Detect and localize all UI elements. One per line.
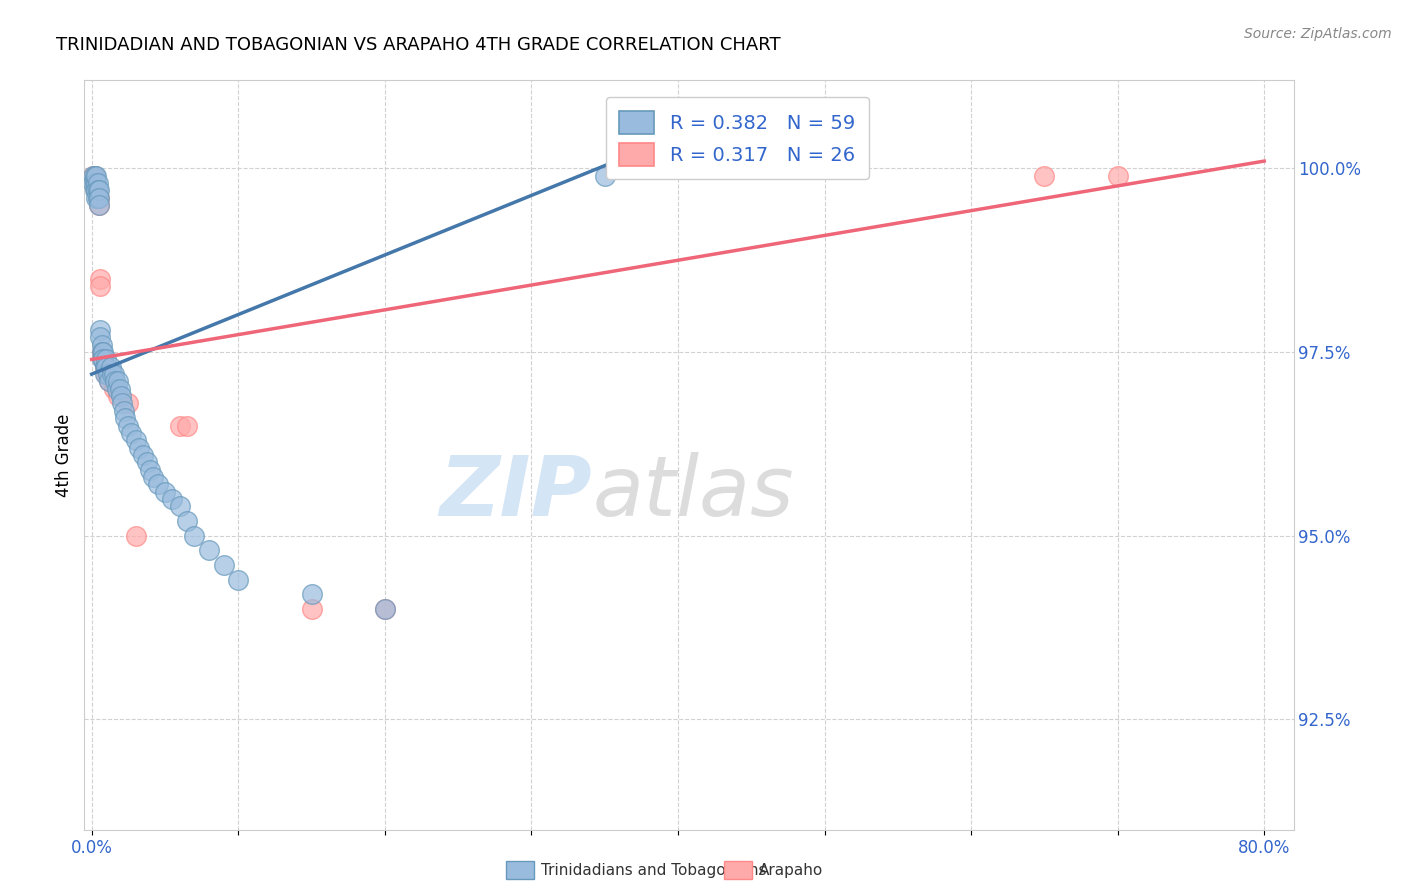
Point xyxy=(128,441,150,455)
Point xyxy=(198,543,221,558)
Text: Source: ZipAtlas.com: Source: ZipAtlas.com xyxy=(1244,27,1392,41)
Point xyxy=(94,367,117,381)
Text: ZIP: ZIP xyxy=(440,452,592,533)
Point xyxy=(82,169,104,183)
Point xyxy=(84,184,107,198)
Point xyxy=(112,404,135,418)
Point xyxy=(84,191,107,205)
Point xyxy=(176,514,198,528)
Point xyxy=(82,176,104,190)
Point xyxy=(93,345,115,359)
Point xyxy=(82,169,104,183)
Point xyxy=(136,455,159,469)
Point xyxy=(91,337,114,351)
Point xyxy=(226,573,249,587)
Point xyxy=(84,184,107,198)
Point xyxy=(96,367,118,381)
Point xyxy=(169,500,191,514)
Point xyxy=(108,382,131,396)
Point xyxy=(107,375,129,389)
Point xyxy=(146,477,169,491)
Point xyxy=(374,602,396,616)
Point xyxy=(153,484,176,499)
Point xyxy=(374,602,396,616)
Y-axis label: 4th Grade: 4th Grade xyxy=(55,413,73,497)
Point xyxy=(83,184,105,198)
Point xyxy=(139,462,162,476)
Point xyxy=(86,176,108,190)
Point xyxy=(86,184,108,198)
Point xyxy=(111,396,134,410)
Point xyxy=(100,359,122,374)
Point xyxy=(120,425,142,440)
Point xyxy=(98,375,121,389)
Point xyxy=(86,184,108,198)
Point xyxy=(89,271,111,285)
Point xyxy=(87,191,110,205)
Point xyxy=(83,169,105,183)
Text: TRINIDADIAN AND TOBAGONIAN VS ARAPAHO 4TH GRADE CORRELATION CHART: TRINIDADIAN AND TOBAGONIAN VS ARAPAHO 4T… xyxy=(56,36,780,54)
Point xyxy=(87,191,110,205)
Point xyxy=(93,352,115,367)
Point xyxy=(593,169,616,183)
Point xyxy=(101,367,124,381)
Point xyxy=(117,396,139,410)
Point xyxy=(301,602,323,616)
Point xyxy=(103,382,125,396)
Point xyxy=(94,359,117,374)
Point xyxy=(117,418,139,433)
Point xyxy=(1033,169,1056,183)
Text: Arapaho: Arapaho xyxy=(759,863,824,878)
Point xyxy=(301,587,323,601)
Point xyxy=(87,198,110,212)
Point xyxy=(86,191,108,205)
Point xyxy=(91,345,114,359)
Point xyxy=(97,367,120,381)
Point xyxy=(142,470,165,484)
Point xyxy=(91,345,114,359)
Legend: R = 0.382   N = 59, R = 0.317   N = 26: R = 0.382 N = 59, R = 0.317 N = 26 xyxy=(606,97,869,179)
Point xyxy=(94,359,117,374)
Point xyxy=(169,418,191,433)
Point xyxy=(96,359,118,374)
Point xyxy=(89,330,111,344)
Point xyxy=(132,448,155,462)
Point xyxy=(89,279,111,293)
Point xyxy=(84,176,107,190)
Point xyxy=(103,367,125,381)
Point xyxy=(83,176,105,190)
Point xyxy=(89,323,111,337)
Point xyxy=(83,176,105,190)
Point xyxy=(93,352,115,367)
Point xyxy=(124,529,146,543)
Point xyxy=(86,191,108,205)
Point xyxy=(83,169,105,183)
Point xyxy=(114,411,136,425)
Point xyxy=(91,352,114,367)
Point xyxy=(87,198,110,212)
Point xyxy=(124,434,146,448)
Point xyxy=(87,184,110,198)
Point xyxy=(183,529,205,543)
Point xyxy=(96,352,118,367)
Text: Trinidadians and Tobagonians: Trinidadians and Tobagonians xyxy=(541,863,766,878)
Point xyxy=(105,382,128,396)
Point xyxy=(104,375,127,389)
Point xyxy=(212,558,235,573)
Point xyxy=(1107,169,1129,183)
Point xyxy=(107,389,129,403)
Point xyxy=(110,389,132,403)
Point xyxy=(162,491,184,506)
Point xyxy=(98,375,121,389)
Point xyxy=(84,176,107,190)
Text: atlas: atlas xyxy=(592,452,794,533)
Point xyxy=(176,418,198,433)
Point xyxy=(84,169,107,183)
